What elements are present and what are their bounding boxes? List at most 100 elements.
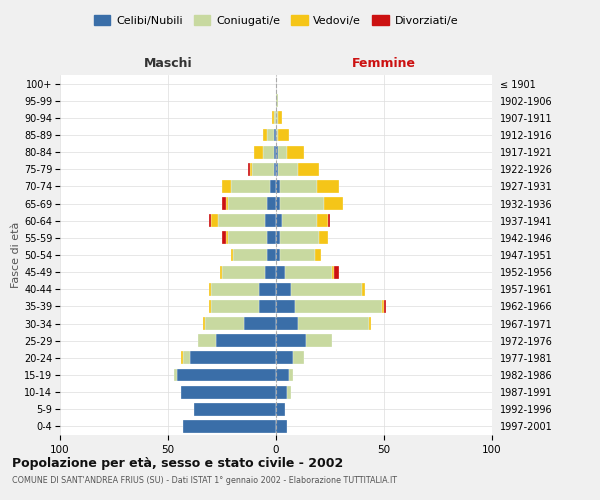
Bar: [315, 248, 322, 262]
Bar: [276, 163, 278, 175]
Bar: [276, 283, 291, 296]
Bar: [229, 232, 268, 244]
Text: Femmine: Femmine: [352, 57, 416, 70]
Y-axis label: Fasce di età: Fasce di età: [11, 222, 21, 288]
Bar: [248, 163, 250, 175]
Bar: [306, 334, 332, 347]
Bar: [276, 317, 298, 330]
Bar: [362, 283, 365, 296]
Bar: [211, 300, 259, 313]
Text: Maschi: Maschi: [143, 57, 193, 70]
Bar: [230, 180, 269, 193]
Bar: [293, 352, 304, 364]
Bar: [317, 180, 338, 193]
Bar: [276, 197, 280, 210]
Bar: [276, 368, 289, 382]
Bar: [276, 214, 283, 227]
Bar: [276, 94, 278, 107]
Bar: [274, 128, 276, 141]
Bar: [384, 300, 386, 313]
Bar: [278, 146, 287, 158]
Bar: [268, 197, 276, 210]
Bar: [276, 403, 284, 415]
Bar: [176, 368, 276, 382]
Bar: [276, 180, 280, 193]
Bar: [334, 266, 338, 278]
Bar: [268, 128, 274, 141]
Bar: [222, 180, 230, 193]
Bar: [252, 163, 274, 175]
Bar: [319, 232, 328, 244]
Bar: [268, 232, 276, 244]
Bar: [183, 420, 276, 433]
Bar: [276, 112, 278, 124]
Bar: [175, 368, 176, 382]
Bar: [276, 248, 280, 262]
Bar: [194, 403, 276, 415]
Bar: [280, 180, 317, 193]
Bar: [209, 214, 211, 227]
Bar: [268, 248, 276, 262]
Bar: [211, 283, 259, 296]
Bar: [276, 300, 295, 313]
Bar: [269, 180, 276, 193]
Bar: [205, 317, 244, 330]
Bar: [276, 232, 280, 244]
Bar: [181, 352, 183, 364]
Bar: [283, 214, 317, 227]
Bar: [226, 197, 229, 210]
Text: Popolazione per età, sesso e stato civile - 2002: Popolazione per età, sesso e stato civil…: [12, 458, 343, 470]
Bar: [233, 248, 268, 262]
Bar: [323, 197, 343, 210]
Bar: [332, 266, 334, 278]
Bar: [298, 317, 369, 330]
Bar: [278, 128, 289, 141]
Bar: [284, 266, 332, 278]
Bar: [274, 146, 276, 158]
Bar: [280, 197, 323, 210]
Bar: [274, 112, 276, 124]
Bar: [259, 283, 276, 296]
Bar: [276, 128, 278, 141]
Bar: [276, 266, 284, 278]
Bar: [289, 368, 293, 382]
Bar: [203, 317, 205, 330]
Bar: [276, 386, 287, 398]
Bar: [263, 128, 268, 141]
Bar: [215, 334, 276, 347]
Bar: [254, 146, 263, 158]
Bar: [280, 232, 319, 244]
Bar: [265, 266, 276, 278]
Bar: [278, 163, 298, 175]
Bar: [209, 300, 211, 313]
Bar: [274, 163, 276, 175]
Bar: [276, 146, 278, 158]
Bar: [190, 352, 276, 364]
Bar: [287, 386, 291, 398]
Bar: [280, 248, 315, 262]
Bar: [211, 214, 218, 227]
Bar: [250, 163, 252, 175]
Bar: [317, 214, 328, 227]
Bar: [222, 197, 226, 210]
Bar: [222, 266, 265, 278]
Bar: [183, 352, 190, 364]
Bar: [220, 266, 222, 278]
Text: COMUNE DI SANT'ANDREA FRIUS (SU) - Dati ISTAT 1° gennaio 2002 - Elaborazione TUT: COMUNE DI SANT'ANDREA FRIUS (SU) - Dati …: [12, 476, 397, 485]
Bar: [278, 112, 283, 124]
Bar: [291, 283, 362, 296]
Bar: [181, 386, 276, 398]
Bar: [295, 300, 382, 313]
Bar: [272, 112, 274, 124]
Bar: [328, 214, 330, 227]
Bar: [244, 317, 276, 330]
Bar: [259, 300, 276, 313]
Bar: [222, 232, 226, 244]
Bar: [287, 146, 304, 158]
Bar: [229, 197, 268, 210]
Bar: [276, 420, 287, 433]
Bar: [230, 248, 233, 262]
Bar: [263, 146, 274, 158]
Bar: [198, 334, 215, 347]
Bar: [226, 232, 229, 244]
